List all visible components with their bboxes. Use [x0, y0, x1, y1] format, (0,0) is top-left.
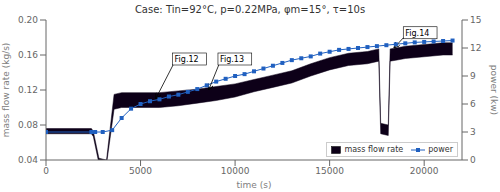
svg-text:0: 0 — [470, 155, 476, 165]
svg-text:0.12: 0.12 — [18, 85, 38, 95]
svg-text:12: 12 — [470, 43, 481, 53]
svg-text:0.20: 0.20 — [18, 15, 38, 25]
svg-text:0: 0 — [43, 166, 49, 176]
svg-text:15000: 15000 — [315, 166, 344, 176]
svg-text:3: 3 — [470, 127, 476, 137]
svg-text:5000: 5000 — [129, 166, 152, 176]
svg-text:power (kw): power (kw) — [489, 65, 492, 115]
svg-text:Fig.13: Fig.13 — [220, 55, 244, 64]
html-text:power: power — [428, 145, 453, 154]
svg-text:20000: 20000 — [410, 166, 439, 176]
svg-text:6: 6 — [470, 99, 476, 109]
svg-text:0.16: 0.16 — [18, 50, 38, 60]
svg-text:15: 15 — [470, 15, 481, 25]
svg-text:Fig.14: Fig.14 — [405, 29, 429, 38]
html-text:Case: Tin=92°C, p=0.22MPa, φm=: Case: Tin=92°C, p=0.22MPa, φm=15°, τ=10s — [134, 4, 366, 15]
html-text:mass flow rate: mass flow rate — [344, 145, 404, 154]
svg-text:0.08: 0.08 — [18, 120, 38, 130]
svg-text:time (s): time (s) — [237, 180, 272, 190]
svg-text:mass flow rate (kg/s): mass flow rate (kg/s) — [8, 43, 11, 138]
svg-text:10000: 10000 — [221, 166, 250, 176]
svg-text:9: 9 — [470, 71, 476, 81]
svg-text:Fig.12: Fig.12 — [175, 55, 199, 64]
svg-text:0.04: 0.04 — [18, 155, 38, 165]
